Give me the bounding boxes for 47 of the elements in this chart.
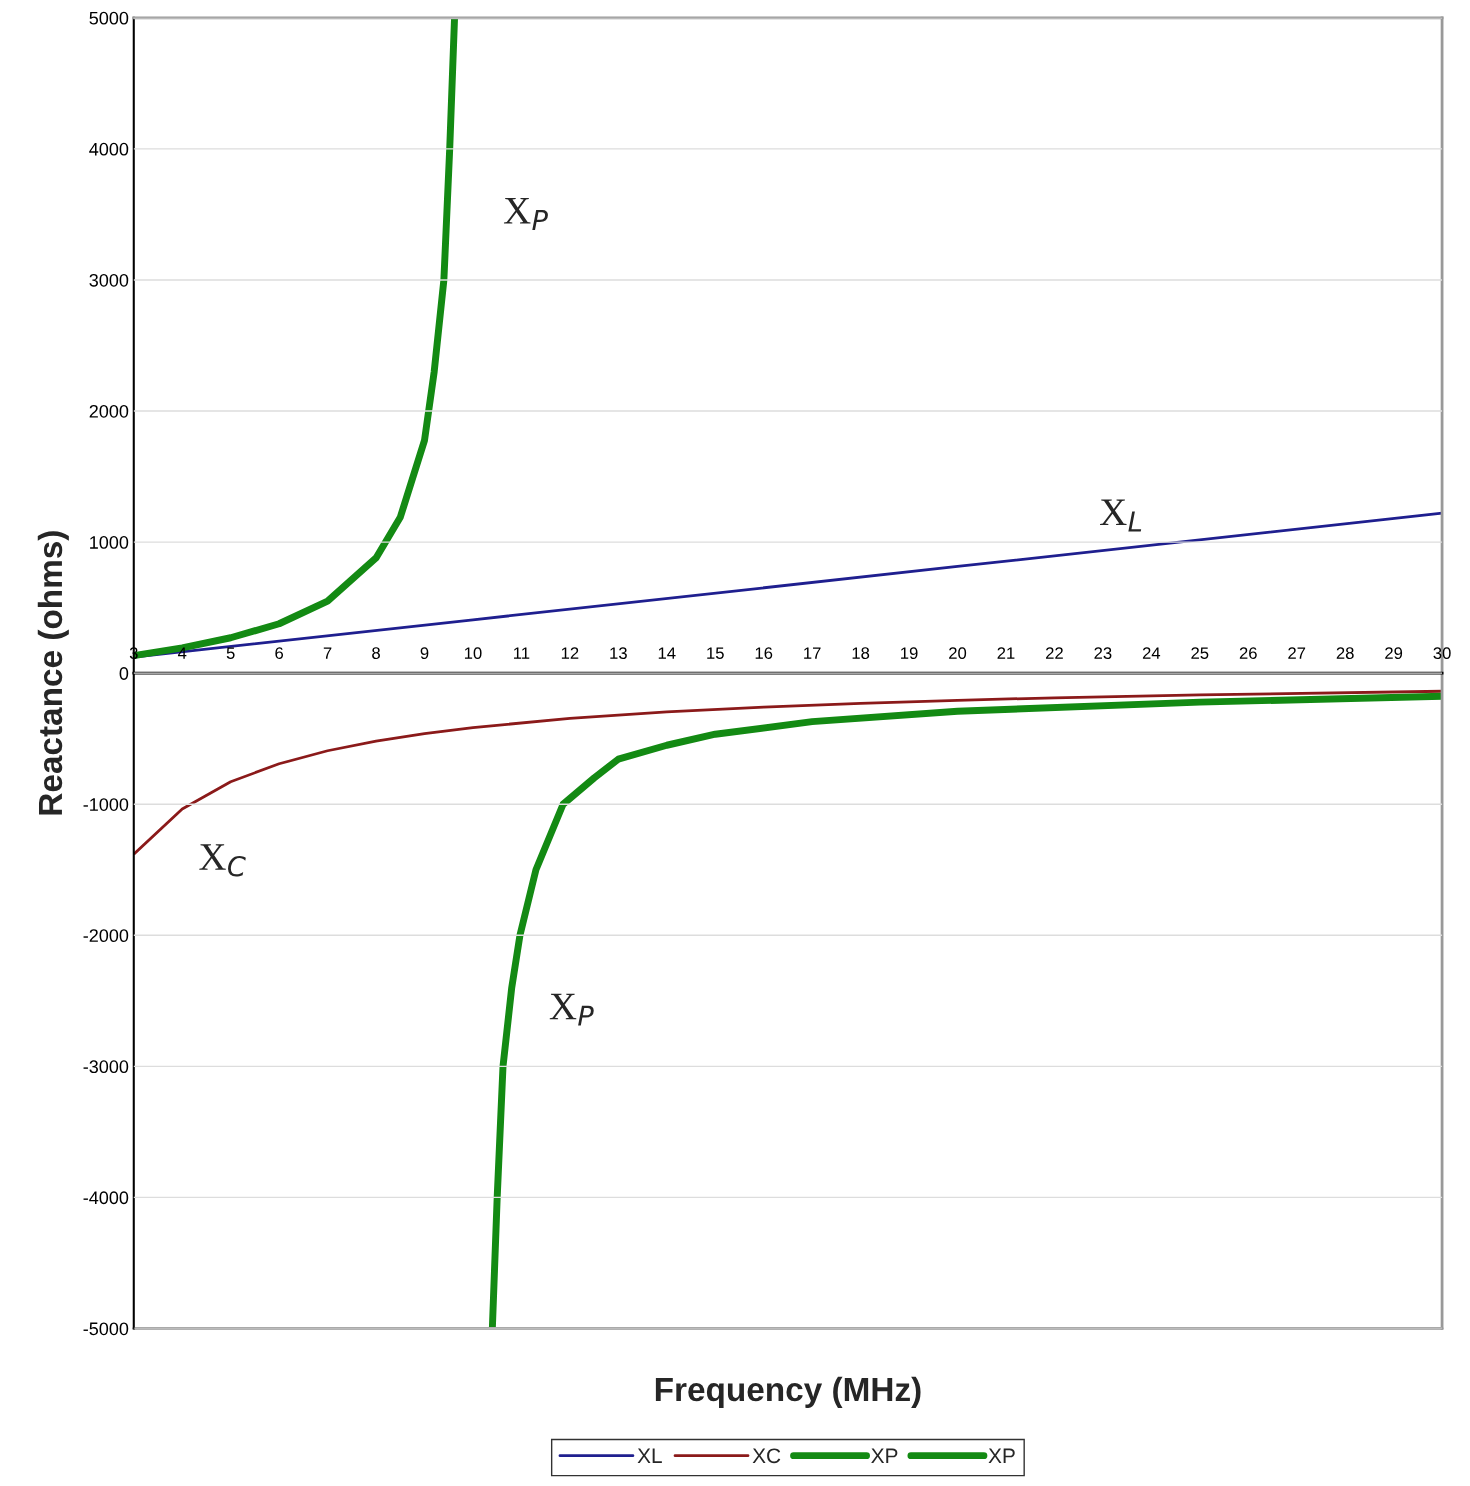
y-axis-title: Reactance (ohms) [37, 531, 69, 815]
annotation: X$_{C}$ [199, 844, 246, 877]
x-tick-label: 19 [901, 647, 918, 660]
y-tick-label: -4000 [83, 1191, 129, 1205]
legend-label: XC [752, 1448, 781, 1464]
x-tick-label: 25 [1191, 647, 1209, 660]
legend-label: XP [988, 1448, 1015, 1463]
y-tick-label: -3000 [83, 1060, 129, 1074]
y-tick-label: 4000 [89, 142, 129, 156]
y-tick-label: -5000 [83, 1322, 129, 1336]
x-tick-label: 26 [1239, 647, 1257, 660]
annotation: X$_{L}$ [1100, 499, 1142, 532]
x-tick-label: 6 [275, 647, 284, 660]
x-tick-label: 29 [1385, 647, 1403, 660]
x-tick-label: 30 [1433, 647, 1451, 660]
x-tick-label: 16 [755, 647, 773, 660]
x-tick-label: 20 [949, 647, 967, 660]
x-tick-label: 15 [707, 647, 724, 660]
x-tick-label: 8 [372, 647, 380, 660]
x-tick-label: 14 [658, 647, 676, 659]
x-axis-title: Frequency (MHz) [655, 1376, 921, 1408]
y-tick-label: 2000 [89, 404, 129, 418]
x-tick-label: 23 [1094, 647, 1112, 660]
x-tick-label: 21 [997, 647, 1015, 659]
x-tick-label: 18 [852, 647, 870, 660]
y-tick-label: 5000 [89, 11, 129, 25]
annotation: X$_{P}$ [549, 993, 594, 1026]
x-tick-label: 9 [420, 647, 429, 660]
x-tick-label: 13 [610, 647, 627, 660]
x-tick-label: 11 [514, 647, 530, 659]
legend-label: XL [637, 1448, 662, 1463]
y-tick-label: 1000 [90, 536, 129, 549]
y-tick-label: 0 [119, 667, 129, 680]
x-tick-label: 27 [1288, 647, 1306, 659]
legend-label: XP [871, 1448, 898, 1463]
y-tick-label: -1000 [83, 798, 129, 811]
x-tick-label: 7 [323, 647, 332, 659]
annotation: X$_{P}$ [503, 198, 548, 230]
y-tick-label: -2000 [83, 929, 129, 943]
x-tick-label: 5 [226, 647, 235, 660]
x-tick-label: 17 [804, 647, 821, 659]
x-tick-label: 10 [464, 647, 482, 660]
y-tick-label: 3000 [89, 273, 129, 287]
x-tick-label: 12 [561, 647, 579, 659]
x-tick-label: 28 [1336, 647, 1354, 660]
x-tick-label: 24 [1142, 647, 1161, 659]
x-tick-label: 22 [1046, 647, 1063, 659]
